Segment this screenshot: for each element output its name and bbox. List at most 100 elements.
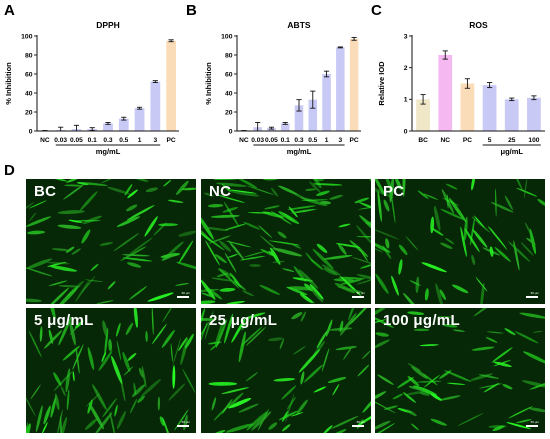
- x-tick-label: 0.1: [281, 137, 290, 144]
- x-tick-label: 0.05: [70, 137, 83, 144]
- cell: [102, 398, 117, 418]
- panel-label-b: B: [186, 2, 197, 19]
- cell: [316, 330, 328, 349]
- image-background: [26, 179, 196, 304]
- cell: [137, 395, 145, 403]
- cell: [402, 179, 406, 197]
- x-tick-label: 1: [325, 137, 329, 144]
- x-tick-label: 0.03: [251, 137, 264, 144]
- cell: [228, 240, 245, 261]
- cell: [224, 313, 233, 344]
- cell: [205, 240, 220, 266]
- cell: [231, 318, 246, 343]
- cell: [43, 405, 51, 425]
- cell: [211, 277, 232, 282]
- cell: [523, 179, 528, 199]
- cell: [359, 215, 371, 236]
- cell: [127, 189, 138, 199]
- cell: [63, 184, 85, 200]
- cell: [515, 419, 532, 424]
- cell: [268, 337, 283, 342]
- cell: [502, 384, 513, 390]
- cell: [211, 397, 217, 411]
- cell: [88, 402, 104, 430]
- cell: [161, 252, 177, 261]
- cell: [309, 284, 324, 300]
- cell: [437, 316, 453, 318]
- cell: [491, 347, 513, 363]
- cell: [439, 289, 446, 301]
- cell: [375, 245, 384, 253]
- cell: [101, 351, 107, 363]
- cell: [375, 273, 389, 294]
- cell: [62, 345, 80, 361]
- y-axis-label: % Inhibition: [204, 62, 213, 105]
- cell: [75, 347, 80, 374]
- cell: [109, 411, 116, 433]
- cell: [407, 311, 425, 315]
- bar-25: [504, 99, 519, 131]
- cell: [116, 322, 121, 337]
- cell: [92, 384, 107, 411]
- cell: [128, 237, 153, 256]
- cell: [243, 221, 261, 230]
- x-tick-label: 0.5: [308, 137, 317, 144]
- cell: [57, 210, 85, 215]
- image-background: [375, 308, 545, 433]
- cell: [392, 393, 404, 400]
- panel-label-a: A: [4, 2, 15, 19]
- cell: [411, 423, 419, 431]
- cell: [212, 429, 226, 433]
- cell: [84, 418, 98, 430]
- micrograph-label: 100 μg/mL: [383, 312, 460, 329]
- cell: [352, 257, 371, 265]
- cell: [99, 242, 113, 246]
- cell: [423, 193, 438, 200]
- cell: [238, 331, 246, 363]
- cell: [172, 365, 176, 389]
- cell: [464, 228, 480, 253]
- cell: [54, 393, 60, 411]
- cell: [415, 276, 420, 294]
- cell: [127, 262, 142, 268]
- cell: [416, 380, 442, 383]
- cell: [356, 274, 371, 281]
- cell: [260, 248, 277, 258]
- cell: [107, 281, 116, 290]
- cell: [228, 190, 260, 197]
- cell: [216, 182, 247, 187]
- cell: [485, 337, 498, 343]
- cell: [313, 179, 325, 182]
- cell: [29, 212, 37, 222]
- cell: [151, 323, 167, 345]
- x-tick-label: 1: [138, 137, 142, 144]
- cell: [122, 351, 131, 372]
- cell: [50, 397, 57, 418]
- bar-0.05: [267, 128, 276, 131]
- cell: [490, 201, 514, 213]
- cell: [281, 385, 297, 400]
- bar-NC: [438, 55, 453, 131]
- cell: [487, 226, 506, 248]
- cell: [151, 308, 154, 335]
- scale-text: 50 μm: [356, 420, 365, 424]
- x-tick-label: 0.3: [103, 137, 112, 144]
- cell: [375, 242, 391, 253]
- cell: [241, 326, 263, 346]
- cell: [349, 308, 371, 325]
- cell: [375, 319, 387, 324]
- cell: [519, 312, 545, 319]
- cell: [27, 230, 46, 235]
- cell: [319, 200, 332, 205]
- cell: [144, 216, 158, 237]
- micrograph-label: BC: [34, 183, 57, 200]
- cell: [120, 246, 147, 261]
- cell: [408, 386, 425, 391]
- y-tick-label: 60: [225, 71, 233, 78]
- cell: [111, 355, 123, 385]
- cell: [419, 344, 439, 347]
- cell: [126, 205, 155, 221]
- cell: [98, 350, 113, 371]
- cell: [129, 398, 138, 414]
- cell: [268, 422, 278, 430]
